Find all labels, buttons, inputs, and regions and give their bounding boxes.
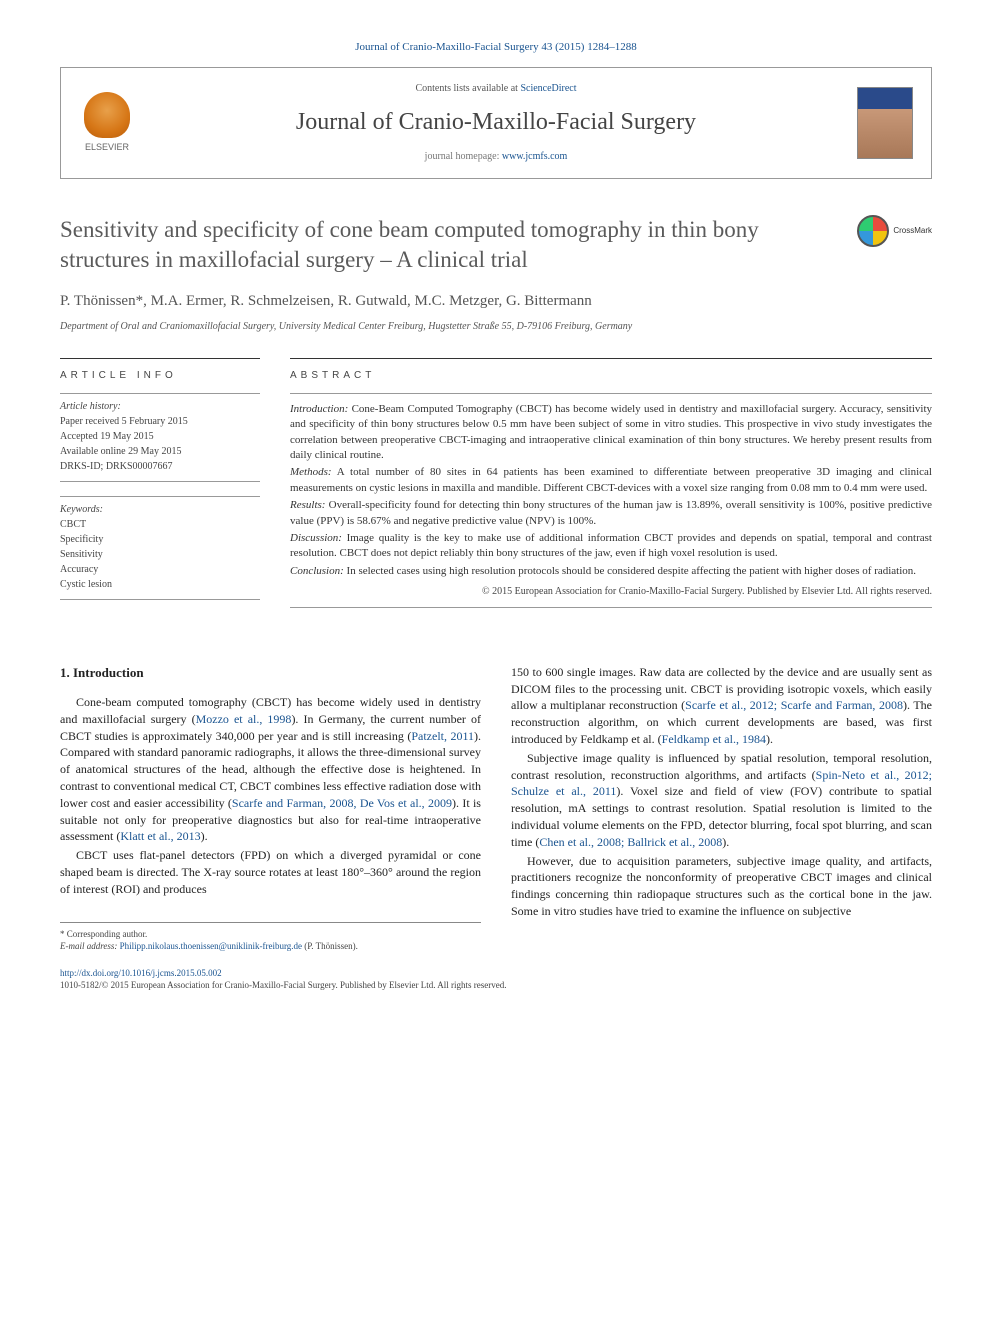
doi-link[interactable]: http://dx.doi.org/10.1016/j.jcms.2015.05… [60,968,222,978]
keyword: Cystic lesion [60,578,260,592]
right-column: 150 to 600 single images. Raw data are c… [511,664,932,953]
journal-cover-thumbnail [857,87,913,159]
ref-link[interactable]: Klatt et al., 2013 [120,829,200,843]
ref-link[interactable]: Scarfe and Farman, 2008, De Vos et al., … [232,796,452,810]
journal-header-box: ELSEVIER Contents lists available at Sci… [60,67,932,179]
issn-copyright: 1010-5182/© 2015 European Association fo… [60,979,932,992]
keyword: Accuracy [60,563,260,577]
drks-id: DRKS-ID; DRKS00007667 [60,460,260,474]
keywords-block: Keywords: CBCT Specificity Sensitivity A… [60,496,260,600]
email-label: E-mail address: [60,941,120,951]
section-heading-introduction: 1. Introduction [60,664,481,682]
body-paragraph: 150 to 600 single images. Raw data are c… [511,664,932,748]
article-info-column: ARTICLE INFO Article history: Paper rece… [60,358,260,614]
ref-link[interactable]: Mozzo et al., 1998 [196,712,292,726]
authors-list: P. Thönissen*, M.A. Ermer, R. Schmelzeis… [60,291,932,312]
abstract-conclusion-text: In selected cases using high resolution … [344,565,916,577]
corresponding-label: * Corresponding author. [60,928,481,941]
homepage-prefix: journal homepage: [425,151,502,162]
body-paragraph: Cone-beam computed tomography (CBCT) has… [60,694,481,845]
abstract-methods-label: Methods: [290,466,332,478]
body-paragraph: Subjective image quality is influenced b… [511,750,932,851]
keyword: Sensitivity [60,548,260,562]
corresponding-author-block: * Corresponding author. E-mail address: … [60,922,481,953]
contents-prefix: Contents lists available at [415,83,520,94]
left-column: 1. Introduction Cone-beam computed tomog… [60,664,481,953]
contents-line: Contents lists available at ScienceDirec… [155,82,837,96]
crossmark-label: CrossMark [893,225,932,236]
received-date: Paper received 5 February 2015 [60,415,260,429]
corresponding-name: (P. Thönissen). [302,941,358,951]
keywords-label: Keywords: [60,503,260,517]
journal-reference: Journal of Cranio-Maxillo-Facial Surgery… [60,40,932,55]
body-columns: 1. Introduction Cone-beam computed tomog… [60,664,932,953]
body-paragraph: However, due to acquisition parameters, … [511,853,932,920]
abstract-column: ABSTRACT Introduction: Cone-Beam Compute… [290,358,932,614]
ref-link[interactable]: Patzelt, 2011 [411,729,474,743]
journal-title: Journal of Cranio-Maxillo-Facial Surgery [155,106,837,140]
elsevier-logo: ELSEVIER [79,89,135,157]
affiliation: Department of Oral and Craniomaxillofaci… [60,320,932,334]
ref-link[interactable]: Feldkamp et al., 1984 [662,732,766,746]
keyword: Specificity [60,533,260,547]
abstract-body: Introduction: Cone-Beam Computed Tomogra… [290,393,932,608]
abstract-discussion-label: Discussion: [290,532,342,544]
history-label: Article history: [60,400,260,414]
sciencedirect-link[interactable]: ScienceDirect [520,83,576,94]
ref-link[interactable]: Chen et al., 2008; Ballrick et al., 2008 [539,835,722,849]
abstract-copyright: © 2015 European Association for Cranio-M… [290,585,932,599]
online-date: Available online 29 May 2015 [60,445,260,459]
elsevier-tree-icon [84,92,130,138]
keyword: CBCT [60,518,260,532]
crossmark-widget[interactable]: CrossMark [857,215,932,247]
accepted-date: Accepted 19 May 2015 [60,430,260,444]
article-info-heading: ARTICLE INFO [60,358,260,383]
homepage-link[interactable]: www.jcmfs.com [502,151,567,162]
abstract-results-label: Results: [290,499,325,511]
ref-link[interactable]: Scarfe et al., 2012; Scarfe and Farman, … [685,698,903,712]
abstract-heading: ABSTRACT [290,358,932,383]
footer-block: http://dx.doi.org/10.1016/j.jcms.2015.05… [60,967,932,992]
abstract-intro-label: Introduction: [290,403,348,415]
abstract-methods-text: A total number of 80 sites in 64 patient… [290,466,932,493]
corresponding-email[interactable]: Philipp.nikolaus.thoenissen@uniklinik-fr… [120,941,302,951]
body-paragraph: CBCT uses flat-panel detectors (FPD) on … [60,847,481,897]
abstract-intro-text: Cone-Beam Computed Tomography (CBCT) has… [290,403,932,461]
crossmark-icon [857,215,889,247]
homepage-line: journal homepage: www.jcmfs.com [155,150,837,164]
abstract-results-text: Overall-specificity found for detecting … [290,499,932,526]
article-history-block: Article history: Paper received 5 Februa… [60,393,260,482]
article-title: Sensitivity and specificity of cone beam… [60,215,841,275]
abstract-conclusion-label: Conclusion: [290,565,344,577]
elsevier-label: ELSEVIER [85,141,129,154]
abstract-discussion-text: Image quality is the key to make use of … [290,532,932,559]
